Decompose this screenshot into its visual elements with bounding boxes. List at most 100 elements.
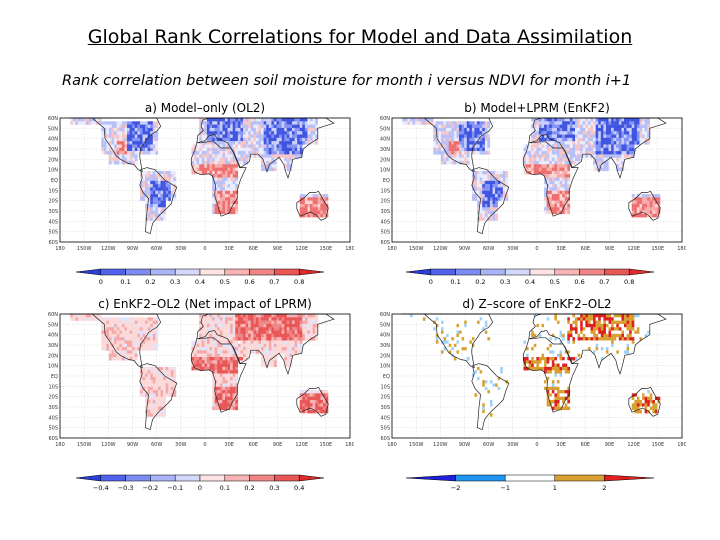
map-field bbox=[70, 118, 329, 221]
lat-tick-label: 30S bbox=[380, 209, 390, 215]
lon-tick-label: 150W bbox=[77, 442, 92, 448]
colorbar-tick-label: 0.1 bbox=[120, 278, 130, 286]
lat-tick-label: 60S bbox=[380, 436, 390, 442]
colorbar-swatch bbox=[455, 268, 481, 276]
lon-tick-label: 90W bbox=[459, 246, 470, 252]
lon-tick-label: 30E bbox=[556, 442, 566, 448]
lat-tick-label: 40S bbox=[380, 219, 390, 225]
lat-tick-label: 10N bbox=[48, 364, 58, 370]
lat-tick-label: 30N bbox=[48, 343, 58, 349]
map-panel-b: b) Model+LPRM (EnKF2) 60N 50N 40N 30N 20N 10N E… bbox=[366, 100, 686, 260]
colorbar-tick-label: 0.7 bbox=[269, 278, 279, 286]
colorbar-tick-label: 0 bbox=[99, 278, 103, 286]
lon-tick-label: 60E bbox=[249, 442, 259, 448]
lon-tick-label: 120W bbox=[433, 246, 448, 252]
colorbar-swatch bbox=[125, 268, 151, 276]
lat-tick-label: 50S bbox=[48, 426, 58, 432]
lon-tick-label: 120W bbox=[101, 442, 116, 448]
colorbar-swatch bbox=[150, 268, 176, 276]
colorbar-swatch bbox=[150, 474, 176, 482]
map-svg: a) Model–only (OL2) 60N 50N 40N 30N 20N 10N EQ 1… bbox=[48, 101, 354, 252]
lat-tick-label: 20N bbox=[380, 157, 390, 163]
colorbar-tick-label: −2 bbox=[451, 484, 461, 492]
colorbar-swatch bbox=[554, 268, 580, 276]
lon-tick-label: 180 bbox=[677, 442, 686, 448]
lat-tick-label: 10N bbox=[380, 364, 390, 370]
colorbar-tick-label: 0.8 bbox=[294, 278, 304, 286]
lat-tick-label: 30S bbox=[48, 405, 58, 411]
lat-tick-label: 60N bbox=[48, 116, 58, 122]
colorbar-swatch bbox=[174, 268, 201, 276]
colorbar-swatch bbox=[455, 474, 506, 482]
lon-tick-label: 180 bbox=[55, 442, 65, 448]
lat-tick-label: 10S bbox=[48, 188, 58, 194]
lat-tick-label: 40N bbox=[380, 137, 390, 143]
lon-tick-label: 150E bbox=[319, 442, 332, 448]
colorbar-swatch bbox=[249, 268, 275, 276]
page-title: Global Rank Correlations for Model and D… bbox=[87, 26, 633, 48]
lon-tick-label: 180 bbox=[387, 246, 397, 252]
lat-tick-label: 40S bbox=[48, 415, 58, 421]
lon-tick-label: 90E bbox=[273, 442, 283, 448]
lat-tick-label: 30S bbox=[48, 209, 58, 215]
colorbar-swatch bbox=[224, 474, 250, 482]
lat-tick-label: 40S bbox=[48, 219, 58, 225]
colorbar-tick-label: 0 bbox=[198, 484, 202, 492]
lon-tick-label: 120E bbox=[627, 442, 640, 448]
lon-tick-label: 30E bbox=[556, 246, 566, 252]
colorbar-svg: −2 −1 1 2 bbox=[405, 474, 655, 492]
lat-tick-label: 60N bbox=[48, 312, 58, 318]
colorbar-tick-label: 0 bbox=[429, 278, 433, 286]
colorbar-tick-label: 0.8 bbox=[624, 278, 634, 286]
colorbar-swatch bbox=[480, 268, 506, 276]
lat-tick-label: 50N bbox=[380, 322, 390, 328]
colorbar-swatch bbox=[199, 268, 226, 276]
lon-tick-label: 60W bbox=[483, 442, 494, 448]
lon-tick-label: 0 bbox=[203, 442, 206, 448]
lon-tick-label: 60W bbox=[151, 246, 162, 252]
lon-tick-label: 180 bbox=[677, 246, 686, 252]
colorbar-tick-label: −1 bbox=[500, 484, 510, 492]
lat-tick-label: 60N bbox=[380, 116, 390, 122]
lat-tick-label: 60N bbox=[380, 312, 390, 318]
lon-tick-label: 90E bbox=[605, 442, 615, 448]
map-svg: c) EnKF2–OL2 (Net impact of LPRM) 60N 50N 4… bbox=[48, 297, 354, 448]
lon-tick-label: 30W bbox=[175, 246, 186, 252]
page-subtitle: Rank correlation between soil moisture f… bbox=[62, 73, 632, 89]
colorbar-tick-label: 0.4 bbox=[195, 278, 205, 286]
colorbar-tick-label: 0.1 bbox=[220, 484, 230, 492]
lat-tick-label: 10S bbox=[380, 188, 390, 194]
colorbar-swatch bbox=[199, 474, 226, 482]
colorbar-a: 0 0.1 0.2 0.3 0.4 0.5 0.6 0.7 0.8 bbox=[70, 267, 330, 292]
colorbar-tick-label: 0.2 bbox=[475, 278, 485, 286]
lon-tick-label: 120E bbox=[295, 246, 308, 252]
colorbar-swatch bbox=[75, 474, 102, 482]
colorbar-swatch bbox=[604, 268, 630, 276]
lat-tick-label: 40S bbox=[380, 415, 390, 421]
lon-tick-label: 60E bbox=[249, 246, 259, 252]
lon-tick-label: 150E bbox=[651, 442, 664, 448]
colorbar-swatch bbox=[504, 268, 531, 276]
lon-tick-label: 150W bbox=[409, 246, 424, 252]
lat-tick-label: 20S bbox=[380, 199, 390, 205]
lon-tick-label: 90E bbox=[273, 246, 283, 252]
lon-tick-label: 0 bbox=[535, 246, 538, 252]
colorbar-tick-label: 0.3 bbox=[269, 484, 279, 492]
colorbar-tick-label: 0.5 bbox=[550, 278, 560, 286]
colorbar-swatch bbox=[125, 474, 151, 482]
colorbar-tick-label: 0.4 bbox=[525, 278, 535, 286]
map-svg: d) Z–score of EnKF2–OL2 60N 50N 40N 30N 20N 10… bbox=[380, 297, 686, 448]
colorbar-swatch bbox=[100, 474, 126, 482]
colorbar-swatch bbox=[504, 474, 556, 482]
lat-tick-label: 10S bbox=[380, 384, 390, 390]
lat-tick-label: 20S bbox=[48, 199, 58, 205]
lon-tick-label: 150E bbox=[651, 246, 664, 252]
lat-tick-label: 50S bbox=[380, 230, 390, 236]
lat-tick-label: 30N bbox=[380, 343, 390, 349]
lon-tick-label: 180 bbox=[345, 442, 354, 448]
colorbar-tick-label: 0.6 bbox=[244, 278, 254, 286]
colorbar-tick-label: 0.1 bbox=[450, 278, 460, 286]
panel-label: d) Z–score of EnKF2–OL2 bbox=[462, 297, 611, 311]
lon-tick-label: 60E bbox=[581, 442, 591, 448]
colorbar-svg: 0 0.1 0.2 0.3 0.4 0.5 0.6 0.7 0.8 bbox=[75, 268, 325, 286]
